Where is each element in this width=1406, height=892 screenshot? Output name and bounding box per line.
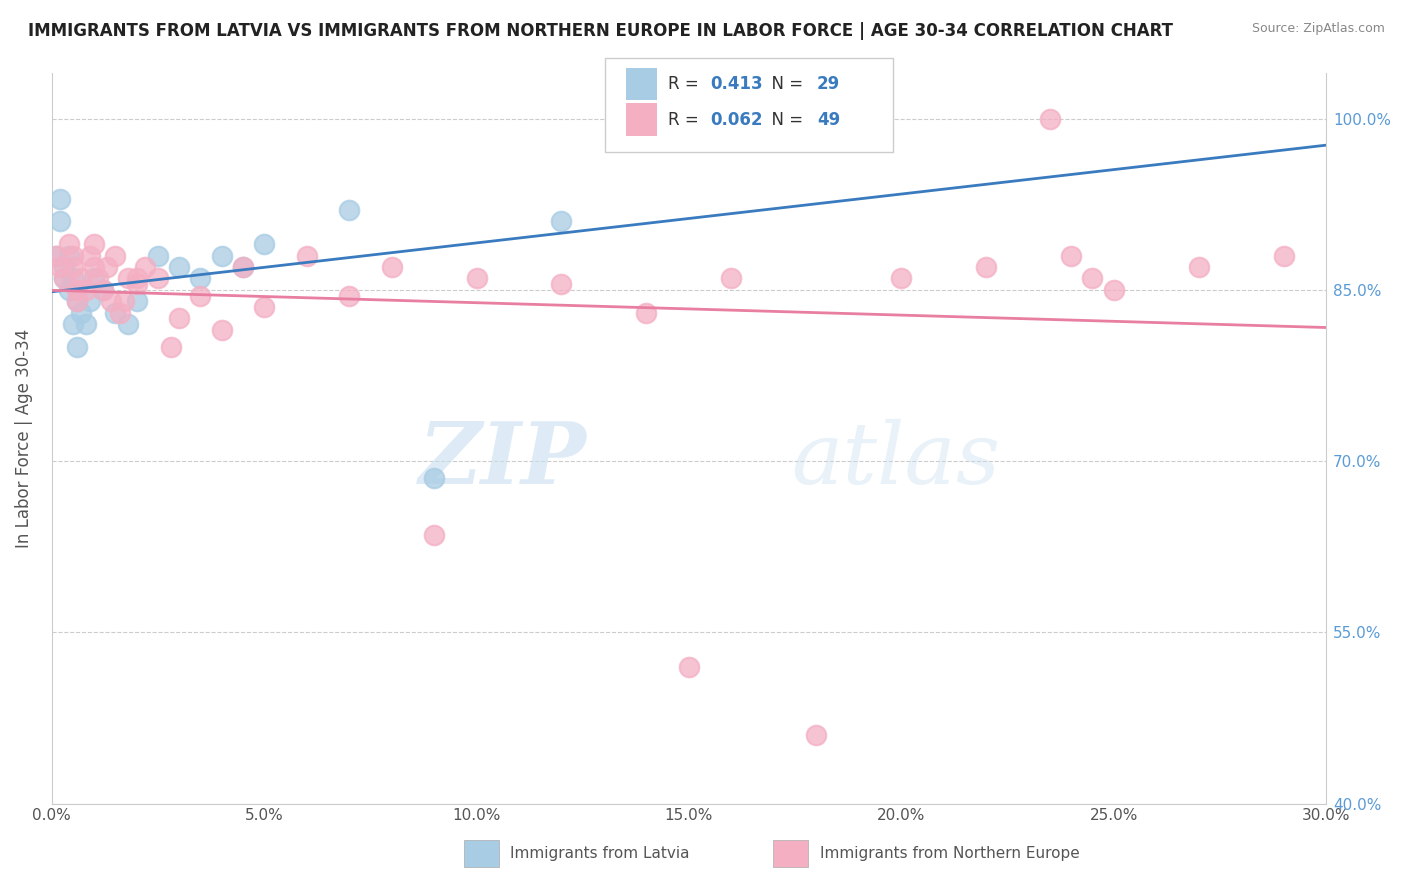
Point — [100, 294, 122, 309]
Text: 0.062: 0.062 — [710, 111, 762, 128]
Point — [190, 271, 212, 285]
Point — [1081, 271, 1104, 285]
Point — [1272, 249, 1295, 263]
Point — [678, 659, 700, 673]
Point — [83, 237, 105, 252]
Point — [465, 271, 488, 285]
Point — [96, 260, 118, 274]
Point — [62, 249, 84, 263]
Point — [1102, 283, 1125, 297]
Point — [66, 294, 89, 309]
Text: Immigrants from Latvia: Immigrants from Latvia — [510, 847, 690, 861]
Point — [423, 528, 446, 542]
Point — [70, 306, 93, 320]
Point — [83, 271, 105, 285]
Text: Source: ZipAtlas.com: Source: ZipAtlas.com — [1251, 22, 1385, 36]
Point — [108, 306, 131, 320]
Point — [159, 340, 181, 354]
Point — [49, 214, 72, 228]
Point — [62, 260, 84, 274]
Point — [125, 277, 148, 292]
Point — [62, 271, 84, 285]
Point — [53, 271, 76, 285]
Y-axis label: In Labor Force | Age 30-34: In Labor Force | Age 30-34 — [15, 328, 32, 548]
Text: R =: R = — [668, 111, 704, 128]
Point — [146, 249, 169, 263]
Point — [974, 260, 997, 274]
Point — [720, 271, 742, 285]
Point — [83, 260, 105, 274]
Point — [91, 283, 114, 297]
Text: 0.413: 0.413 — [710, 75, 762, 93]
Point — [45, 249, 67, 263]
Point — [253, 300, 276, 314]
Text: 49: 49 — [817, 111, 841, 128]
Point — [167, 311, 190, 326]
Point — [423, 471, 446, 485]
Point — [53, 271, 76, 285]
Point — [58, 237, 80, 252]
Point — [134, 260, 156, 274]
Point — [79, 294, 101, 309]
Point — [75, 283, 97, 297]
Point — [232, 260, 254, 274]
Point — [49, 192, 72, 206]
Point — [806, 728, 828, 742]
Text: 29: 29 — [817, 75, 841, 93]
Point — [117, 271, 139, 285]
Point — [550, 214, 572, 228]
Point — [62, 317, 84, 331]
Point — [1188, 260, 1211, 274]
Text: N =: N = — [761, 75, 808, 93]
Point — [112, 294, 135, 309]
Point — [104, 249, 127, 263]
Point — [1060, 249, 1083, 263]
Point — [125, 271, 148, 285]
Point — [806, 112, 828, 126]
Point — [58, 283, 80, 297]
Text: N =: N = — [761, 111, 808, 128]
Point — [79, 249, 101, 263]
Point — [104, 306, 127, 320]
Text: ZIP: ZIP — [419, 418, 586, 502]
Point — [550, 277, 572, 292]
Point — [58, 249, 80, 263]
Point — [66, 283, 89, 297]
Point — [75, 317, 97, 331]
Text: IMMIGRANTS FROM LATVIA VS IMMIGRANTS FROM NORTHERN EUROPE IN LABOR FORCE | AGE 3: IMMIGRANTS FROM LATVIA VS IMMIGRANTS FRO… — [28, 22, 1173, 40]
Point — [211, 249, 233, 263]
Point — [337, 288, 360, 302]
Point — [232, 260, 254, 274]
Text: atlas: atlas — [790, 419, 1000, 501]
Text: Immigrants from Northern Europe: Immigrants from Northern Europe — [820, 847, 1080, 861]
Text: R =: R = — [668, 75, 704, 93]
Point — [211, 323, 233, 337]
Point — [167, 260, 190, 274]
Point — [146, 271, 169, 285]
Point — [295, 249, 318, 263]
Point — [890, 271, 912, 285]
Point — [636, 306, 658, 320]
Point — [87, 271, 110, 285]
Point — [1039, 112, 1062, 126]
Point — [337, 202, 360, 217]
Point — [125, 294, 148, 309]
Point — [190, 288, 212, 302]
Point — [91, 283, 114, 297]
Point — [66, 340, 89, 354]
Point — [45, 249, 67, 263]
Point — [253, 237, 276, 252]
Point — [53, 260, 76, 274]
Point — [380, 260, 402, 274]
Point — [49, 260, 72, 274]
Point — [70, 271, 93, 285]
Point — [66, 294, 89, 309]
Point — [117, 317, 139, 331]
